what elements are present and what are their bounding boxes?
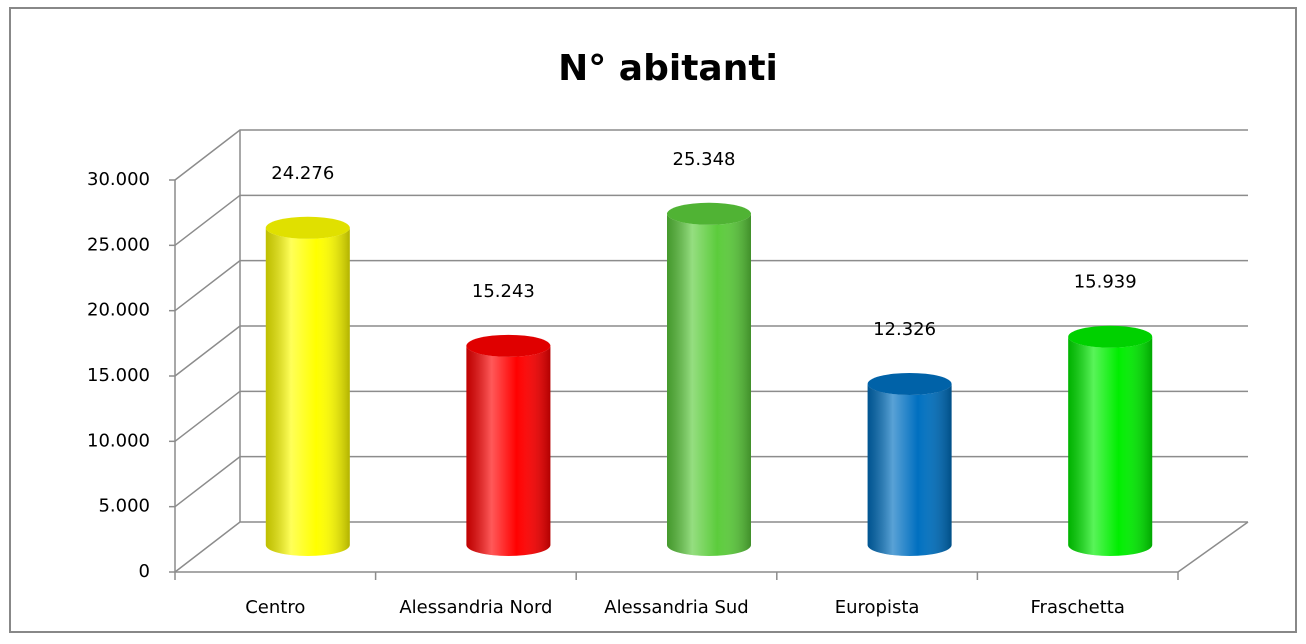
bar-top-shade [867,372,952,395]
y-tick-label: 10.000 [87,430,150,451]
x-tick-label: Fraschetta [1031,597,1125,618]
bar-top-shade [1068,325,1153,348]
bar-shade [1068,336,1153,556]
bar-top-shade [667,202,751,225]
x-tick-label: Centro [245,597,305,618]
x-tick-label: Europista [835,597,920,618]
grid-line [174,129,1248,181]
data-label: 24.276 [271,163,334,184]
y-tick-label: 30.000 [87,169,150,190]
bar-top [466,334,551,357]
bar-top-shade [466,334,551,357]
bar-shade [466,345,551,556]
y-tick-label: 15.000 [87,365,150,386]
grid-line [174,259,1248,312]
data-label: 12.326 [873,319,936,340]
y-tick-label: 20.000 [87,300,150,321]
grid-line [174,194,1248,246]
chart-title: N° abitanti [558,48,778,89]
y-tick-label: 0 [139,561,150,582]
data-label: 25.348 [673,149,736,170]
bar-shade [265,227,350,557]
grid-line [174,325,1248,377]
data-label: 15.939 [1074,272,1137,293]
y-tick-label: 25.000 [87,234,150,255]
data-label: 15.243 [472,281,535,302]
x-tick-label: Alessandria Sud [604,597,748,618]
bar-top [667,202,751,225]
x-tick-label: Alessandria Nord [399,597,552,618]
bar-top [867,372,952,395]
bar-top [1068,325,1153,348]
bar-shade [867,383,952,556]
bar-top [265,216,350,239]
bar-top-shade [265,216,350,239]
bar-shade [667,213,751,556]
y-tick-label: 5.000 [98,496,150,517]
